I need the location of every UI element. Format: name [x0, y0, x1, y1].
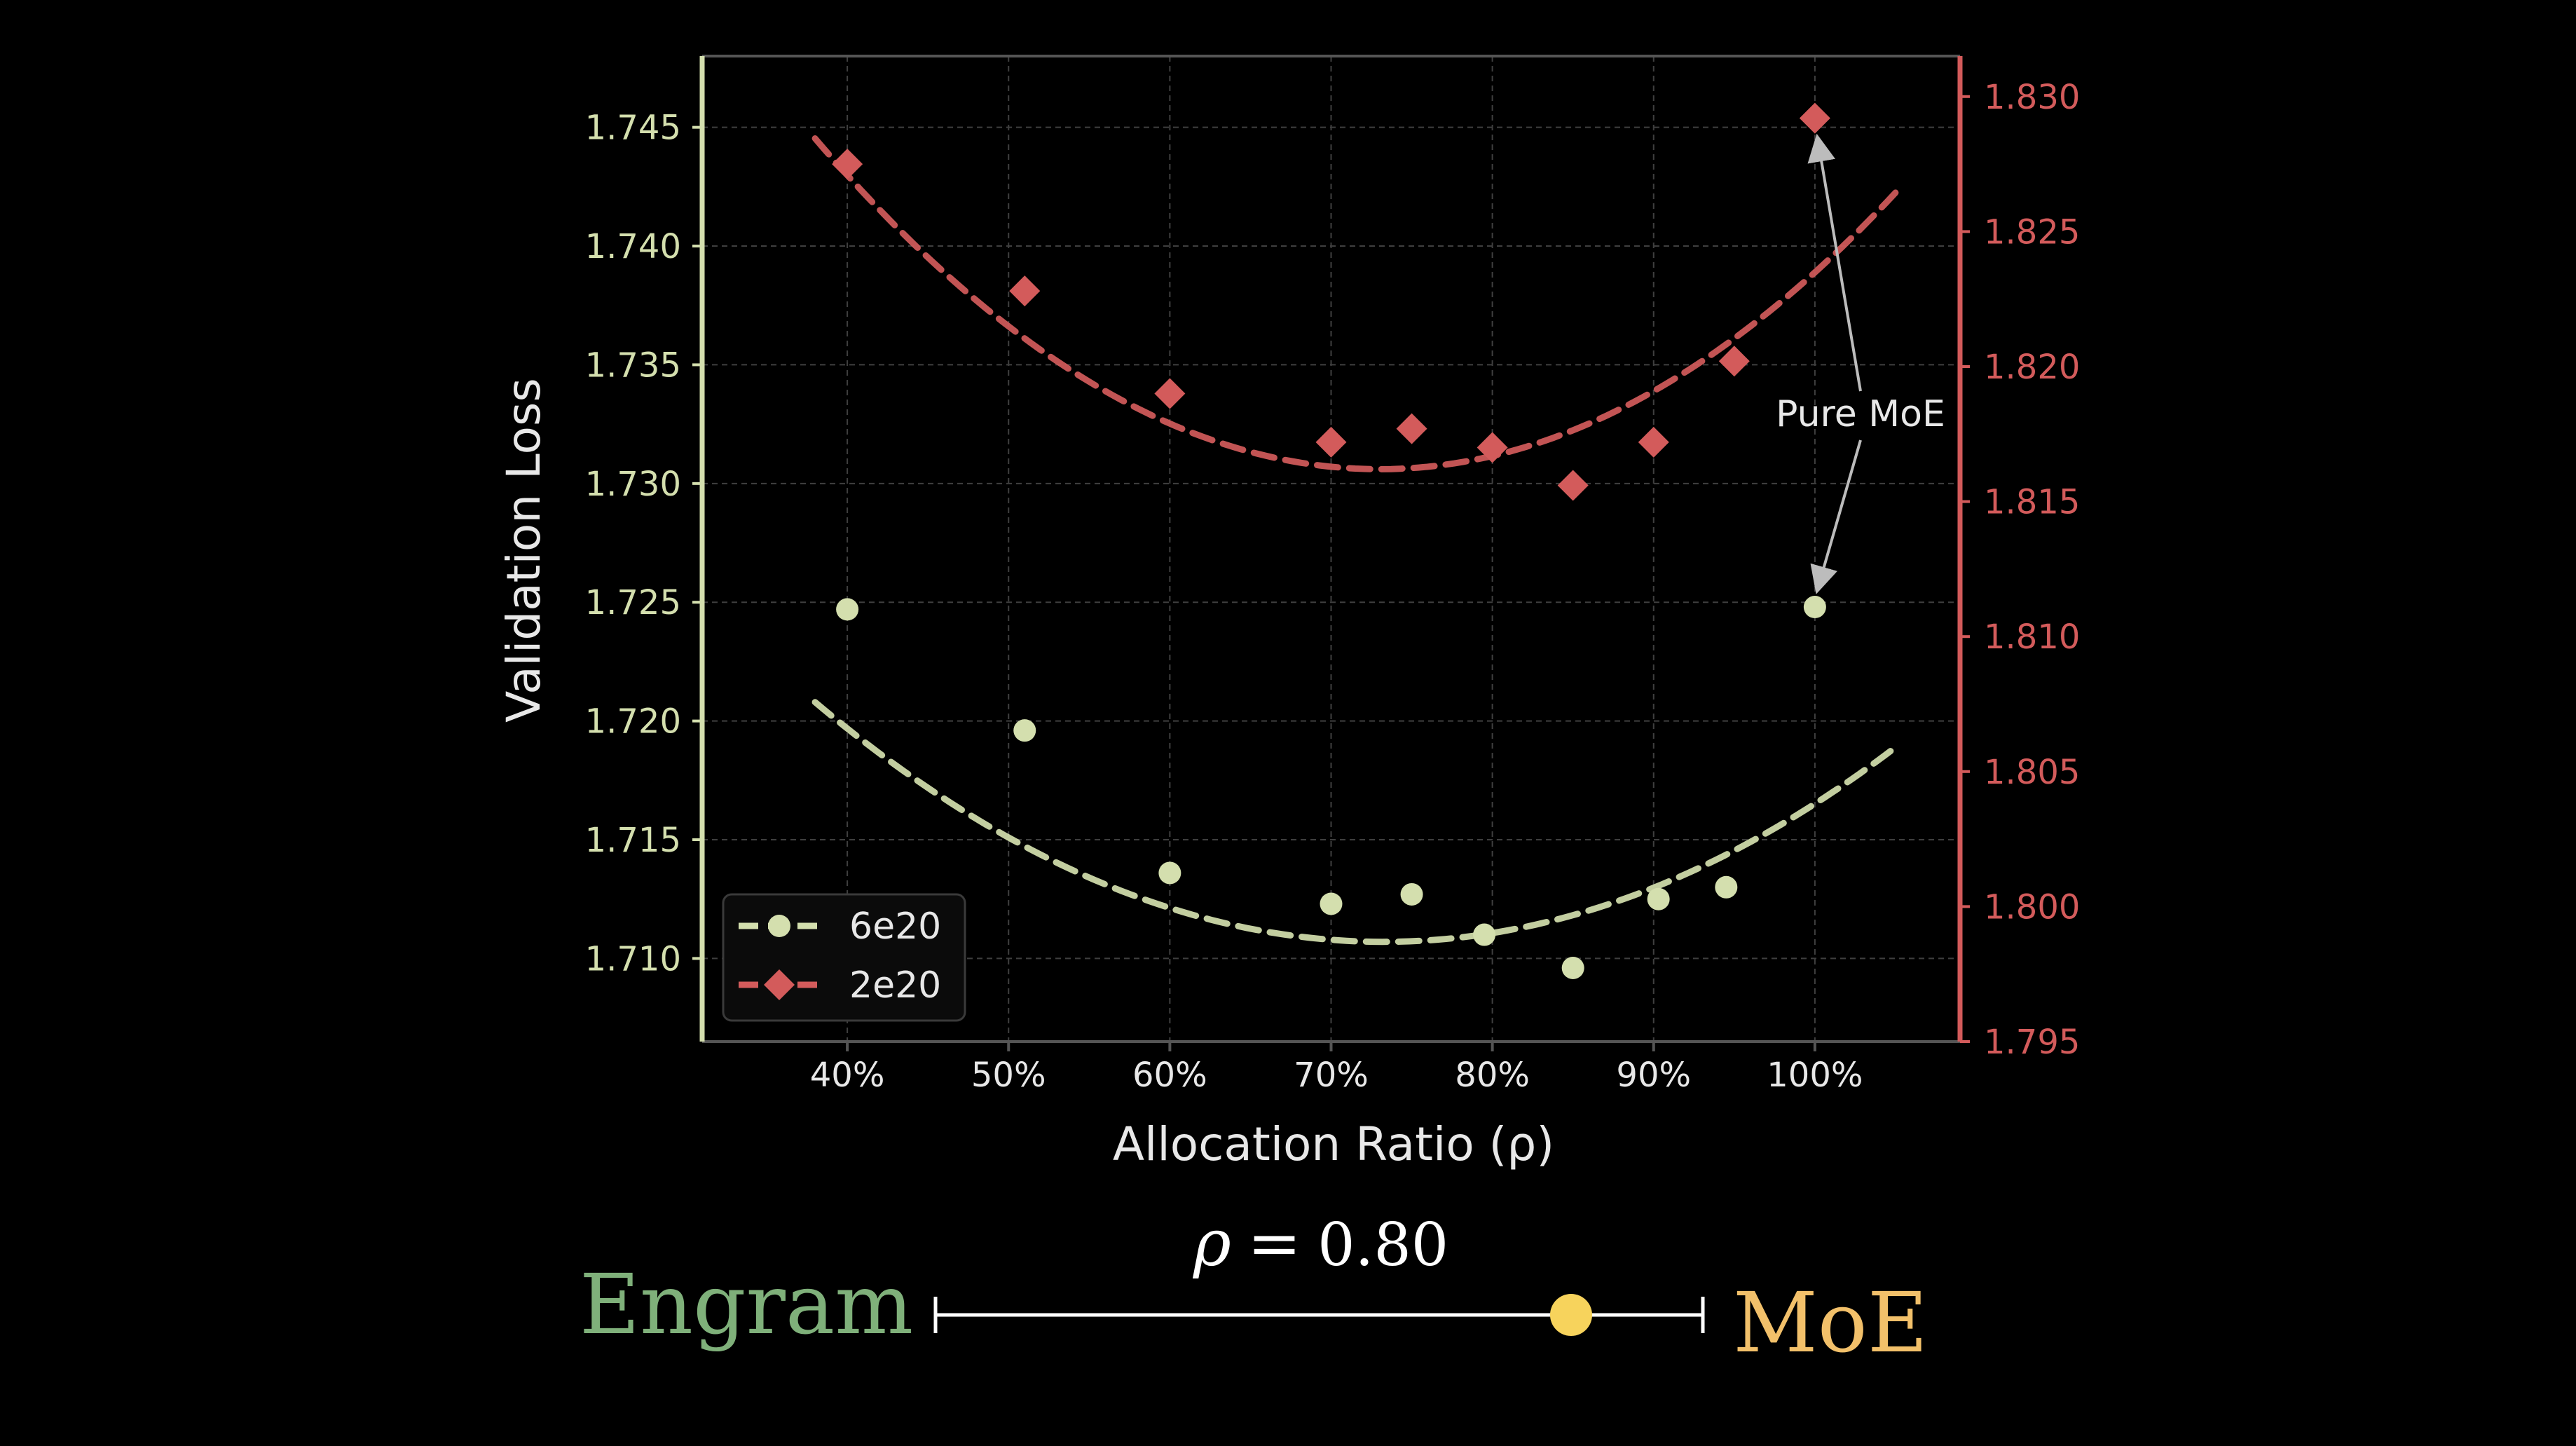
right-tick-label-1: 1.800	[1984, 887, 2080, 927]
point-6e20-4	[1400, 882, 1423, 906]
point-2e20-9	[1799, 102, 1830, 134]
allocation-slider: ρ = 0.80 Engram MoE	[580, 1206, 1928, 1371]
slider-knob[interactable]	[1550, 1294, 1592, 1336]
left-tick-label-5: 1.735	[585, 346, 681, 385]
fit-curve-6e20	[811, 699, 1899, 946]
left-tick-label-4: 1.730	[585, 465, 681, 504]
point-2e20-2	[1154, 378, 1186, 409]
left-tick-label-6: 1.740	[585, 227, 681, 266]
left-tick-label-2: 1.720	[585, 702, 681, 742]
rho-symbol: ρ	[1193, 1206, 1231, 1281]
equals-sign: =	[1247, 1206, 1301, 1281]
point-6e20-0	[836, 598, 859, 621]
engram-label: Engram	[580, 1256, 913, 1353]
annotation-arrow-1	[1810, 439, 1862, 594]
legend-marker-2e20	[764, 969, 795, 1000]
point-2e20-4	[1396, 413, 1427, 444]
left-tick-label-3: 1.725	[585, 583, 681, 622]
point-6e20-9	[1803, 596, 1826, 619]
moe-label: MoE	[1733, 1274, 1928, 1371]
legend: 6e20 2e20	[722, 893, 966, 1022]
point-6e20-8	[1715, 875, 1738, 899]
left-tick-label-7: 1.745	[585, 109, 681, 148]
right-tick-label-2: 1.805	[1984, 753, 2080, 792]
x-tick-label-0: 40%	[810, 1056, 885, 1095]
point-2e20-6	[1557, 470, 1589, 501]
point-2e20-0	[832, 149, 863, 180]
annotation-label: Pure MoE	[1776, 393, 1945, 435]
left-tick-label-0: 1.710	[585, 939, 681, 978]
right-tick-label-6: 1.825	[1984, 212, 2080, 252]
point-6e20-6	[1561, 956, 1584, 979]
right-tick-label-4: 1.815	[1984, 483, 2080, 522]
x-tick-label-2: 60%	[1132, 1056, 1207, 1095]
x-tick-label-5: 90%	[1616, 1056, 1691, 1095]
point-2e20-8	[1718, 346, 1750, 377]
x-axis-label: Allocation Ratio (ρ)	[1113, 1117, 1554, 1171]
right-tick-label-0: 1.795	[1984, 1023, 2080, 1062]
point-6e20-5	[1473, 923, 1496, 946]
right-tick-label-7: 1.830	[1984, 78, 2080, 117]
point-2e20-3	[1315, 426, 1347, 458]
right-tick-label-3: 1.810	[1984, 618, 2080, 657]
annotation: Pure MoE	[1776, 133, 1945, 594]
axis-ticks: 40% 50% 60% 70% 80% 90% 100% 1.710 1.715 1.720 1.7…	[585, 78, 2081, 1095]
y-axis-label: Validation Loss	[497, 378, 551, 723]
data-points	[832, 102, 1830, 979]
legend-label-6e20: 6e20	[849, 906, 941, 948]
left-tick-label-1: 1.715	[585, 821, 681, 860]
point-6e20-2	[1158, 861, 1181, 885]
point-6e20-1	[1013, 719, 1036, 742]
point-6e20-7	[1647, 887, 1670, 910]
rho-value: 0.80	[1317, 1210, 1448, 1279]
fit-curves	[811, 135, 1899, 946]
point-2e20-7	[1638, 426, 1669, 458]
x-tick-label-6: 100%	[1767, 1056, 1863, 1095]
point-2e20-5	[1477, 432, 1508, 463]
annotation-arrow-0	[1807, 133, 1862, 392]
legend-label-2e20: 2e20	[849, 964, 941, 1007]
point-6e20-3	[1320, 892, 1343, 915]
rho-value-readout: ρ = 0.80	[1193, 1206, 1448, 1281]
legend-marker-6e20	[768, 915, 790, 937]
fit-curve-2e20	[811, 135, 1899, 472]
right-tick-label-5: 1.820	[1984, 348, 2080, 387]
point-2e20-1	[1009, 275, 1041, 307]
x-tick-label-1: 50%	[971, 1056, 1046, 1095]
x-tick-label-3: 70%	[1294, 1056, 1369, 1095]
x-tick-label-4: 80%	[1455, 1056, 1530, 1095]
